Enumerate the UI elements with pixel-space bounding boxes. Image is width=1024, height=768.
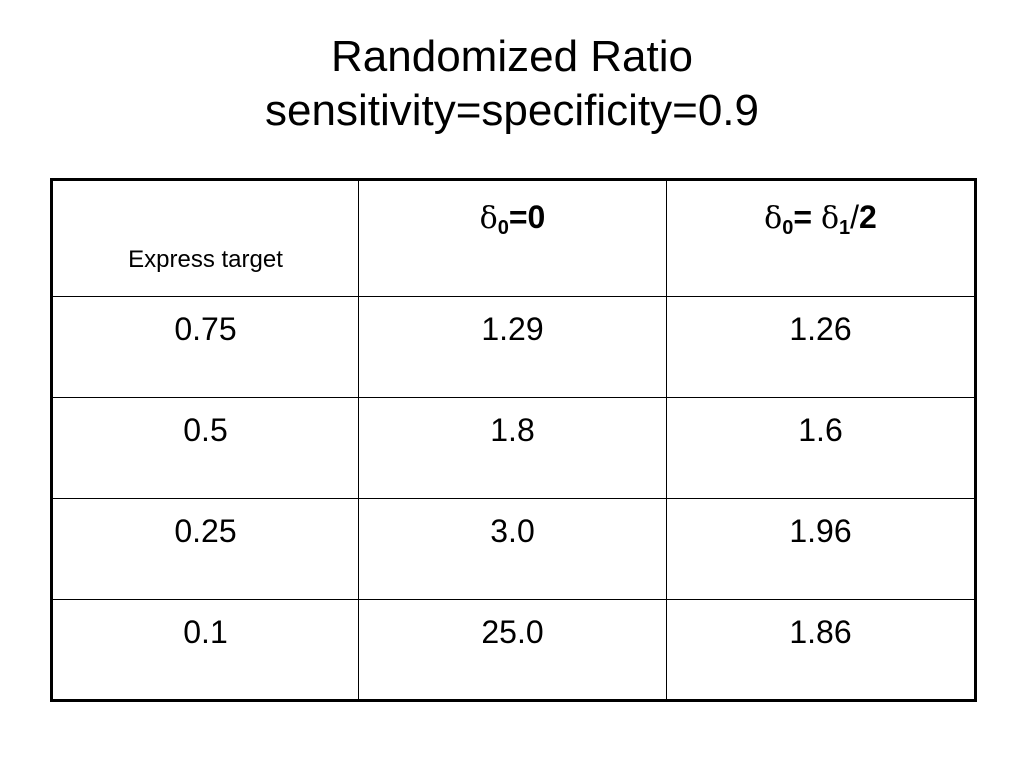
slide-title: Randomized Ratio sensitivity=specificity… [0, 30, 1024, 138]
delta-symbol: δ [479, 201, 498, 236]
table-row: 0.5 1.8 1.6 [51, 397, 976, 499]
slash: / [850, 199, 860, 235]
table-cell: 1.26 [666, 296, 976, 398]
table-cell: 1.8 [358, 397, 667, 499]
equals-zero: =0 [508, 199, 546, 235]
table-row: 0.75 1.29 1.26 [51, 296, 976, 398]
header-cell-express-target: Express target [51, 179, 359, 297]
table-cell: 0.75 [51, 296, 359, 398]
cell-value: 1.26 [789, 311, 852, 347]
subscript-1: 1 [839, 217, 851, 239]
cell-value: 1.96 [789, 513, 852, 549]
table-cell: 0.1 [51, 599, 359, 701]
table-cell: 3.0 [358, 498, 667, 600]
title-line-1: Randomized Ratio [331, 32, 693, 81]
table-cell: 1.6 [666, 397, 976, 499]
cell-value: 3.0 [490, 513, 535, 549]
results-table: Express target δ0=0 δ0= δ1/2 0.75 1.29 1… [50, 178, 977, 702]
header-delta0-zero: δ0=0 [359, 181, 666, 246]
equals-sign: = [793, 199, 821, 235]
subscript-0: 0 [497, 217, 509, 239]
header-label-express-target: Express target [128, 246, 283, 273]
divisor-two: 2 [859, 199, 877, 235]
header-cell-delta0-half-delta1: δ0= δ1/2 [666, 179, 976, 297]
table-cell: 25.0 [358, 599, 667, 701]
header-delta0-half-delta1: δ0= δ1/2 [667, 181, 974, 246]
table-cell: 1.96 [666, 498, 976, 600]
delta-symbol: δ [764, 201, 783, 236]
delta-symbol: δ [820, 201, 839, 236]
table-cell: 1.29 [358, 296, 667, 398]
table-row: 0.1 25.0 1.86 [51, 599, 976, 701]
cell-value: 1.8 [490, 412, 535, 448]
table-cell: 1.86 [666, 599, 976, 701]
table-header-row: Express target δ0=0 δ0= δ1/2 [51, 179, 976, 297]
cell-value: 0.1 [183, 614, 228, 650]
cell-value: 1.6 [798, 412, 843, 448]
header-cell-delta0-zero: δ0=0 [358, 179, 667, 297]
cell-value: 0.75 [174, 311, 237, 347]
cell-value: 25.0 [481, 614, 544, 650]
table-row: 0.25 3.0 1.96 [51, 498, 976, 600]
table-cell: 0.5 [51, 397, 359, 499]
cell-value: 0.5 [183, 412, 228, 448]
table-cell: 0.25 [51, 498, 359, 600]
cell-value: 1.86 [789, 614, 852, 650]
title-line-2: sensitivity=specificity=0.9 [265, 86, 759, 135]
cell-value: 1.29 [481, 311, 544, 347]
cell-value: 0.25 [174, 513, 237, 549]
subscript-0: 0 [782, 217, 794, 239]
